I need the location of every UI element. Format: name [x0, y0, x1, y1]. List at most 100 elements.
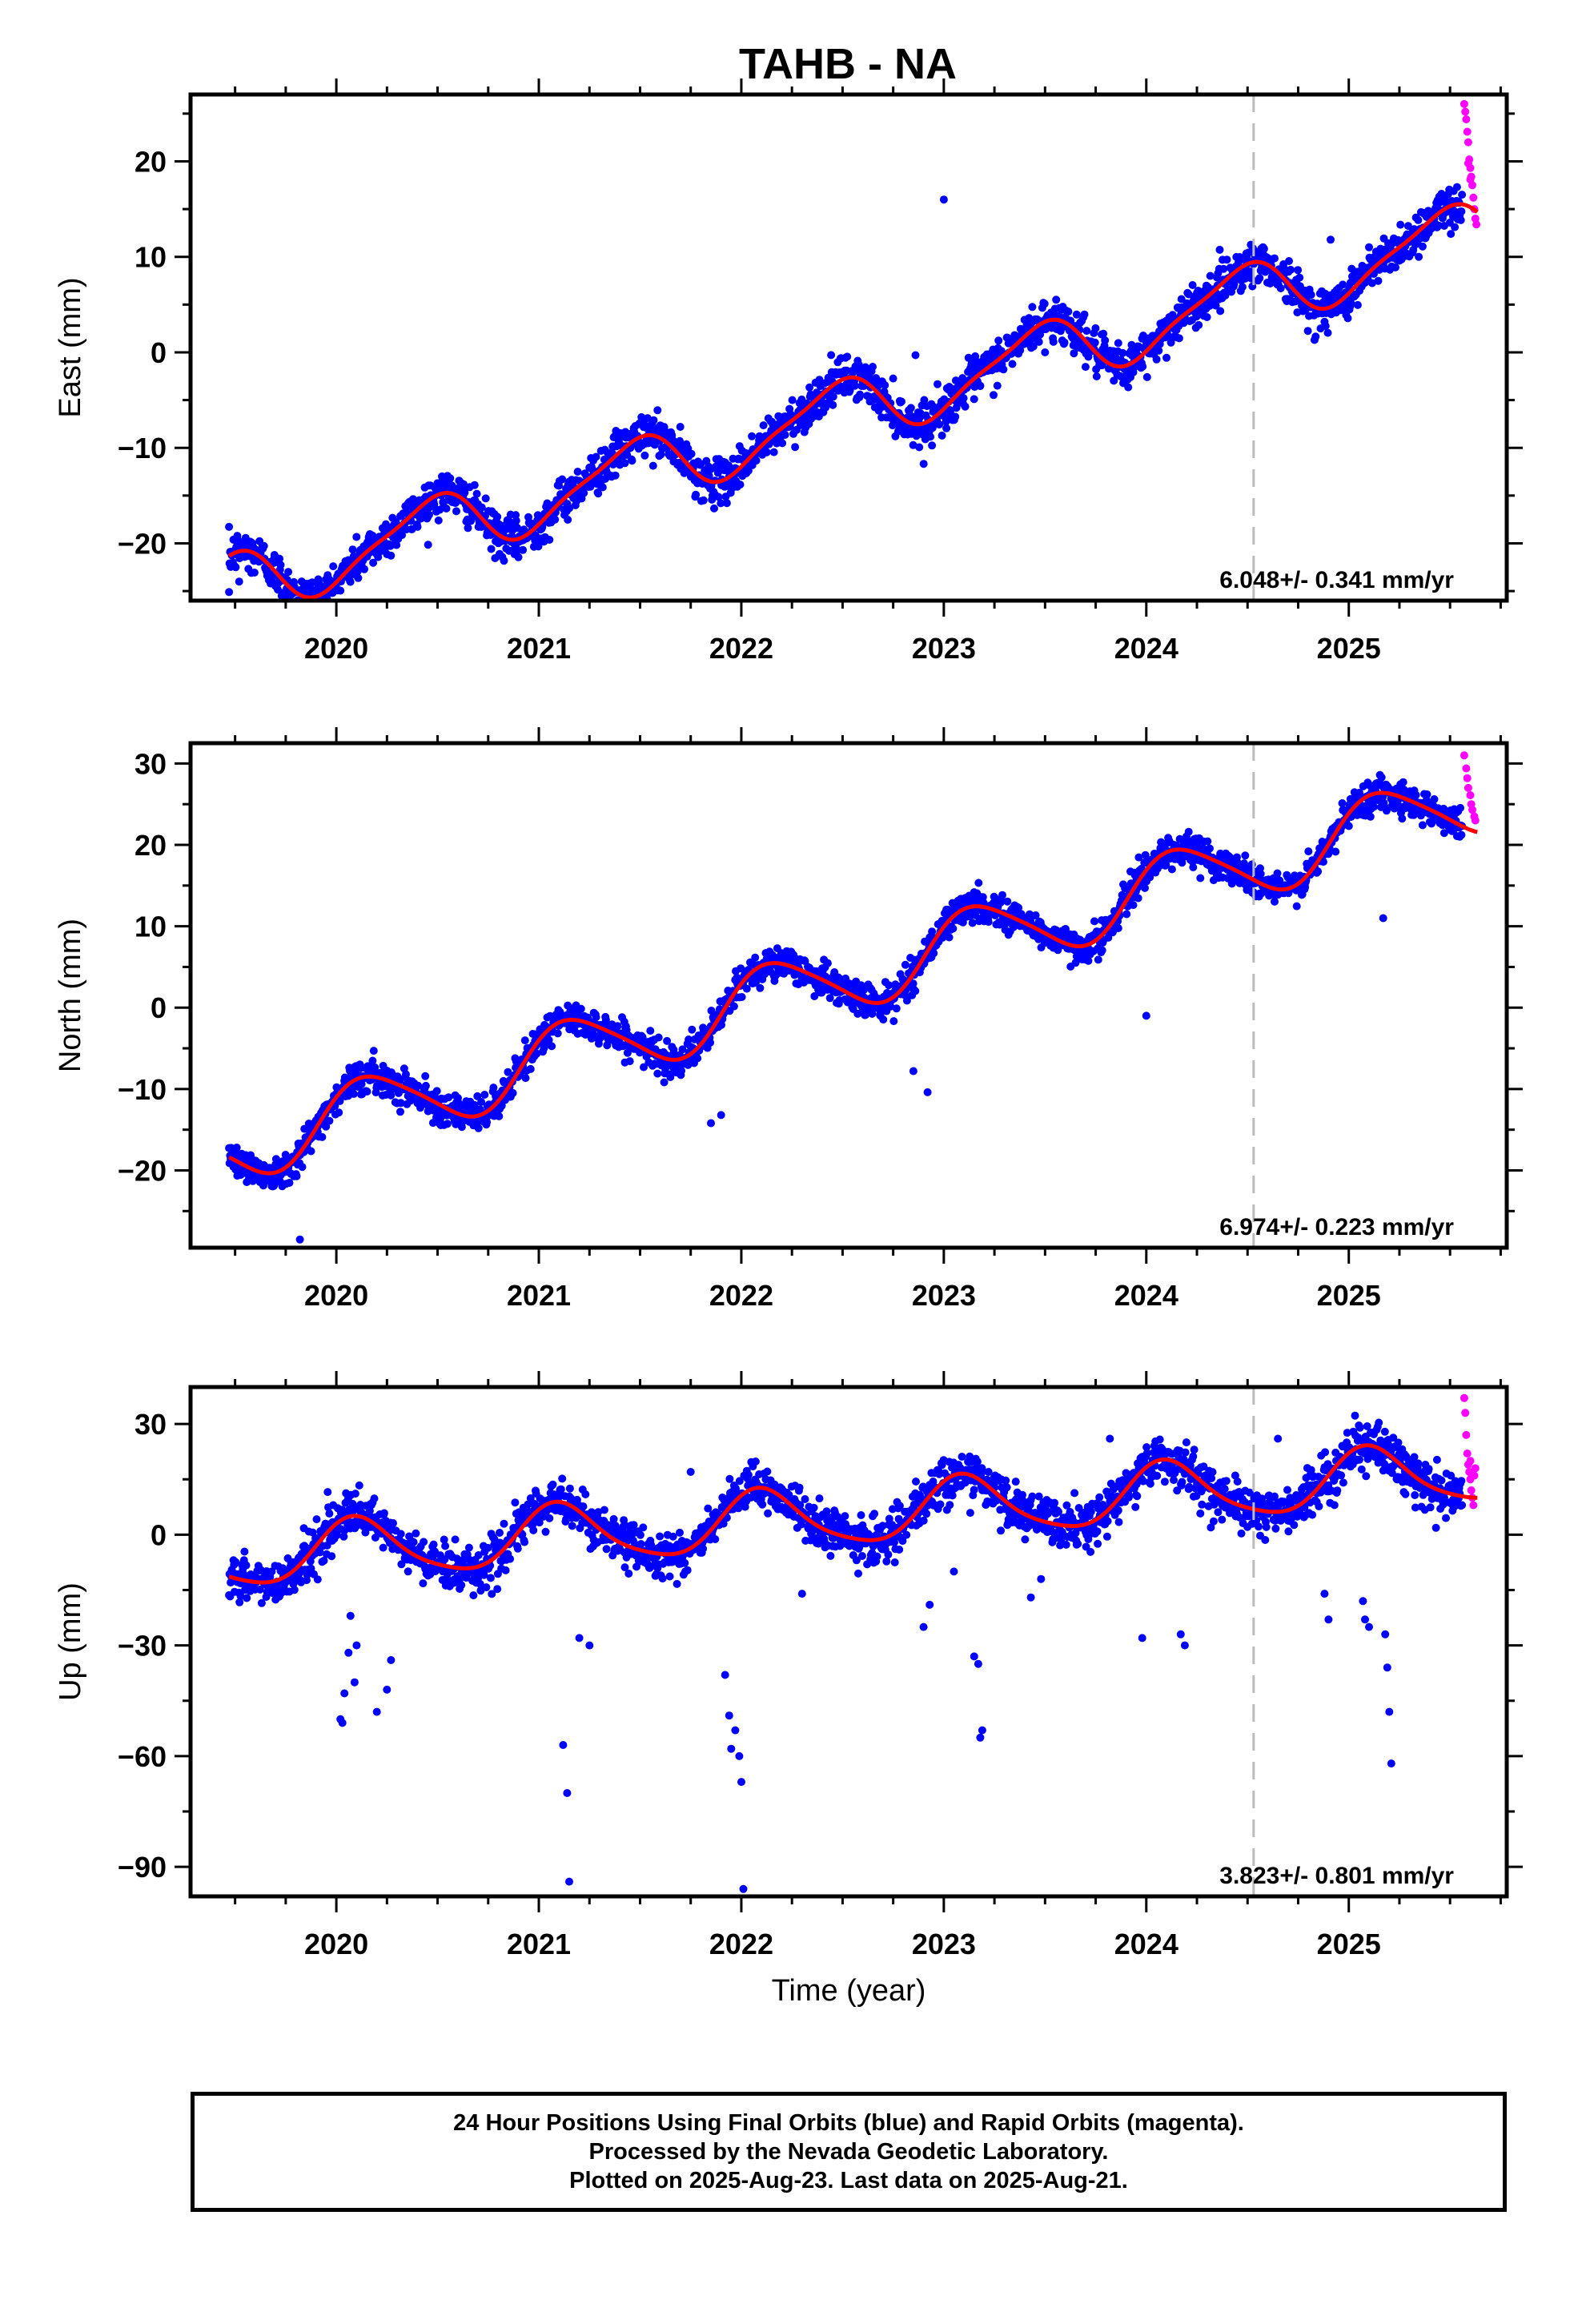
final-point — [477, 1098, 486, 1106]
final-point — [315, 1548, 324, 1557]
final-point — [1451, 223, 1460, 231]
final-point — [1219, 264, 1228, 273]
final-point — [396, 1530, 405, 1538]
final-point — [684, 1060, 693, 1069]
final-point — [1094, 955, 1102, 964]
final-point — [432, 1087, 441, 1096]
final-point — [1323, 328, 1332, 337]
final-point — [1452, 183, 1461, 191]
final-point — [1418, 821, 1427, 830]
final-point — [483, 1118, 492, 1127]
final-point — [640, 451, 649, 460]
x-tick-label: 2025 — [1317, 632, 1381, 665]
final-point — [1188, 281, 1197, 289]
y-axis-title: East (mm) — [54, 277, 87, 417]
final-point — [660, 1078, 669, 1087]
final-point — [470, 1100, 479, 1109]
final-point — [1206, 271, 1215, 280]
final-point — [906, 404, 915, 412]
final-point — [1246, 267, 1255, 275]
final-point — [374, 553, 383, 561]
final-point — [310, 605, 318, 613]
axis-frame — [188, 741, 1509, 1250]
final-point — [968, 919, 977, 927]
final-point — [311, 605, 319, 613]
x-tick-label: 2022 — [709, 632, 773, 665]
final-point — [856, 390, 865, 399]
final-point — [961, 402, 970, 411]
final-point — [232, 1144, 241, 1152]
final-point — [843, 352, 852, 361]
final-point — [551, 515, 560, 524]
final-point — [663, 1036, 672, 1045]
final-point — [1114, 339, 1122, 348]
axis-frame — [188, 92, 1509, 603]
final-point — [1101, 336, 1110, 344]
final-point — [235, 1598, 244, 1606]
final-point — [1295, 273, 1304, 282]
final-point — [722, 499, 731, 508]
final-point — [805, 383, 814, 392]
final-point — [1127, 340, 1136, 349]
final-point — [327, 1552, 336, 1561]
final-point — [879, 1015, 888, 1024]
final-point — [859, 986, 868, 995]
final-point — [1008, 360, 1017, 368]
final-point — [318, 1132, 327, 1141]
final-point — [444, 1093, 453, 1102]
final-point — [319, 1556, 328, 1565]
final-point — [1304, 847, 1313, 856]
final-point — [521, 1074, 530, 1083]
final-point — [316, 609, 324, 617]
final-point — [387, 551, 396, 560]
final-point — [945, 933, 954, 942]
outlier-point — [717, 1111, 725, 1120]
final-point — [762, 448, 771, 456]
final-point — [1174, 334, 1183, 343]
final-point — [885, 981, 893, 990]
outlier-point — [1365, 243, 1373, 251]
final-point — [868, 1009, 877, 1018]
outlier-point — [939, 195, 948, 204]
final-point — [1072, 310, 1081, 319]
final-point — [1391, 263, 1399, 271]
y-tick-label: 10 — [135, 911, 167, 943]
final-point — [1142, 372, 1151, 381]
final-point — [648, 461, 657, 470]
final-point — [298, 1163, 307, 1172]
final-point — [1177, 295, 1186, 304]
rapid-point — [1463, 774, 1472, 782]
x-tick-label: 2023 — [912, 632, 976, 665]
final-point — [392, 541, 401, 549]
final-point — [480, 1091, 489, 1099]
final-point — [970, 395, 978, 404]
final-point — [565, 504, 574, 513]
final-point — [363, 1088, 371, 1096]
final-point — [1070, 349, 1078, 358]
final-point — [592, 1013, 600, 1022]
rapid-point — [1464, 159, 1472, 167]
final-point — [368, 1056, 377, 1065]
final-point — [1090, 338, 1099, 347]
final-point — [379, 1509, 388, 1518]
final-point — [1353, 300, 1362, 309]
final-point — [942, 424, 951, 432]
final-point — [526, 1064, 535, 1073]
panels: 2020 2021 2022 2023 2024 2025−20−1001020East … — [54, 78, 1523, 2008]
final-point — [729, 1002, 738, 1011]
x-tick-label: 2021 — [507, 632, 571, 665]
final-point — [620, 459, 629, 468]
final-point — [1257, 889, 1266, 898]
final-point — [489, 1084, 498, 1092]
final-point — [276, 561, 285, 569]
final-point — [829, 400, 837, 409]
final-point — [371, 1063, 379, 1072]
final-point — [1347, 300, 1355, 308]
final-point — [736, 480, 745, 489]
final-point — [1418, 242, 1427, 251]
y-tick-label: −20 — [118, 527, 167, 560]
final-point — [678, 1045, 687, 1054]
final-point — [1456, 215, 1465, 224]
final-point — [1154, 346, 1163, 355]
final-point — [1060, 338, 1069, 347]
